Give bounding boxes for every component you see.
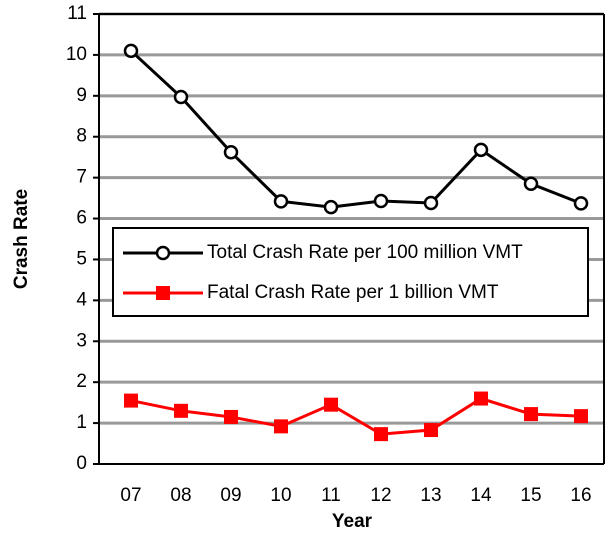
y-tick-label: 10 (66, 44, 87, 65)
x-tick-label: 14 (470, 485, 492, 506)
point (174, 403, 188, 418)
point (173, 89, 189, 105)
x-tick-label: 16 (570, 485, 591, 506)
legend-marker (155, 245, 171, 261)
point (523, 176, 539, 192)
point (123, 43, 139, 59)
y-axis-label: Crash Rate (11, 189, 32, 289)
y-tick-label: 3 (76, 330, 87, 351)
point (324, 397, 338, 412)
legend: Total Crash Rate per 100 million VMT Fata… (112, 227, 589, 317)
y-tick-label: 0 (76, 453, 87, 474)
legend-box (112, 227, 589, 317)
legend-marker (156, 286, 170, 300)
point (224, 409, 238, 424)
point (274, 419, 288, 434)
y-tick-label: 8 (76, 126, 87, 147)
series-line (129, 49, 582, 209)
point (424, 423, 438, 438)
legend-label: Fatal Crash Rate per 1 billion VMT (207, 282, 499, 303)
x-tick-label: 07 (120, 485, 141, 506)
x-tick-label: 15 (520, 485, 541, 506)
point (323, 199, 339, 215)
x-tick-label: 11 (321, 485, 341, 506)
point (524, 407, 538, 422)
x-axis-label: Year (332, 511, 373, 532)
point (124, 393, 138, 408)
series-line (130, 396, 582, 436)
x-tick-label: 13 (420, 485, 441, 506)
point (423, 195, 439, 211)
y-tick-label: 11 (67, 3, 87, 24)
y-tick-label: 2 (76, 371, 87, 392)
point (373, 193, 389, 209)
point (223, 145, 239, 160)
x-tick-label: 09 (220, 485, 241, 506)
y-tick-label: 6 (76, 208, 87, 229)
point (273, 194, 289, 209)
x-tick-label: 12 (370, 485, 391, 506)
point (473, 142, 489, 158)
y-tick-label: 1 (76, 412, 87, 433)
y-tick-label: 7 (76, 167, 87, 188)
point (573, 196, 589, 211)
y-tick-label: 9 (76, 85, 87, 106)
y-tick-label: 5 (76, 248, 87, 269)
point (574, 409, 588, 424)
y-tick-label: 4 (76, 289, 87, 310)
point (474, 391, 488, 406)
legend-label: Total Crash Rate per 100 million VMT (207, 242, 523, 263)
point (374, 427, 388, 442)
x-tick-label: 10 (270, 485, 291, 506)
x-tick-label: 08 (170, 485, 191, 506)
